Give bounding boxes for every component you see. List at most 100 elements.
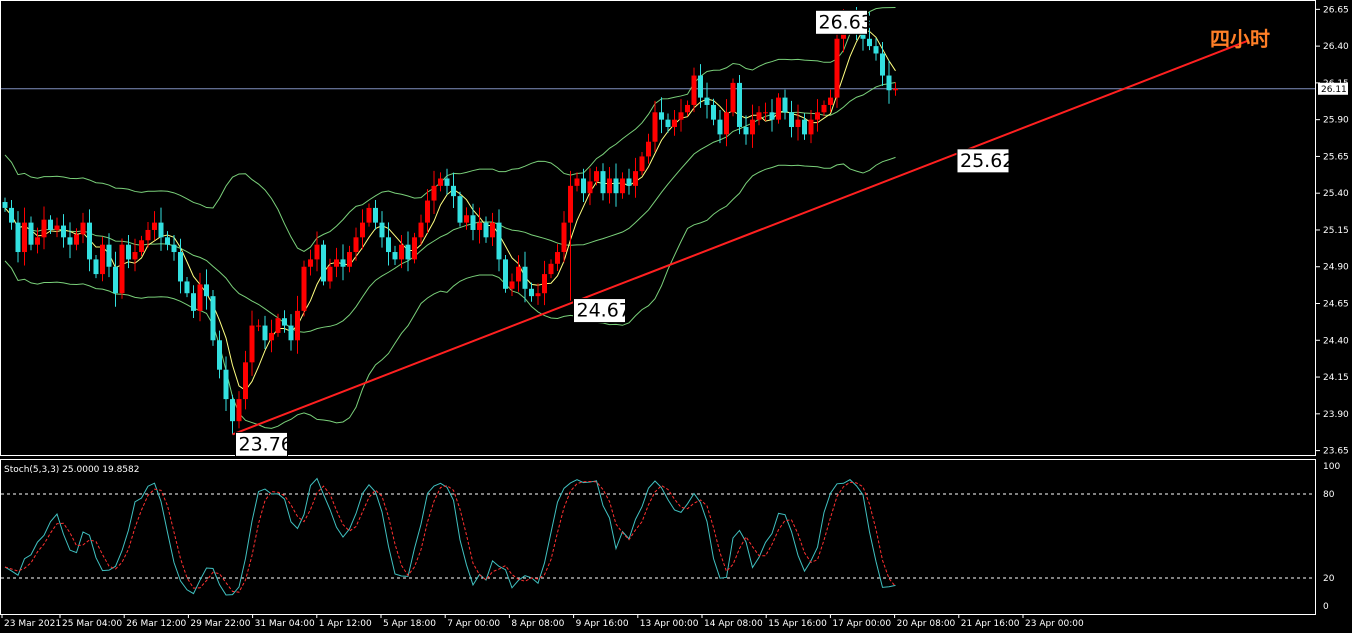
candle-body	[405, 244, 411, 260]
candle-body	[574, 178, 580, 186]
time-tick-label: 13 Apr 00:00	[640, 619, 699, 629]
candle-body	[633, 171, 638, 186]
price-tick-label: 25.15	[1323, 226, 1349, 236]
candle-body	[314, 244, 320, 260]
ma-line	[4, 29, 896, 391]
price-tick-label: 25.40	[1323, 189, 1349, 199]
candle-body	[360, 222, 365, 238]
candle-body	[802, 119, 807, 135]
candle-body	[750, 119, 755, 135]
candle-body	[197, 284, 203, 311]
time-tick-label: 14 Apr 08:00	[704, 619, 763, 629]
candle-body	[607, 178, 612, 194]
time-tick-label: 25 Mar 04:00	[62, 619, 122, 629]
candle-body	[132, 252, 138, 260]
candle-body	[451, 185, 456, 197]
stochastic-oscillator: 100 80 20 0	[1, 462, 1340, 612]
candle-body	[776, 97, 781, 120]
stoch-signal-line	[4, 480, 896, 593]
candle-body	[178, 252, 183, 282]
price-tick-label: 23.65	[1323, 447, 1349, 457]
candle-body	[126, 244, 131, 260]
time-tick-label: 15 Apr 16:00	[768, 619, 827, 629]
candle-body	[620, 178, 625, 194]
candle-body	[399, 244, 404, 260]
candle-body	[457, 196, 463, 223]
stoch-tick-label: 20	[1323, 574, 1335, 584]
support-trendline	[232, 40, 1248, 436]
period-label: 四小时	[1210, 27, 1270, 51]
time-tick-label: 23 Apr 00:00	[1025, 619, 1084, 629]
candle-body	[74, 234, 79, 245]
callout-label: 25.62	[960, 150, 1014, 172]
time-tick-label: 29 Mar 22:00	[190, 619, 250, 629]
candle-body	[412, 237, 417, 260]
current-price-box	[1318, 82, 1348, 95]
candle-body	[503, 259, 508, 289]
candle-body	[48, 219, 53, 230]
bollinger-lower	[4, 156, 896, 429]
time-tick-label: 8 Apr 08:00	[511, 619, 564, 629]
candle-body	[93, 259, 99, 275]
candle-body	[275, 318, 281, 333]
candle-body	[581, 178, 586, 194]
candle-body	[509, 281, 515, 289]
candle-body	[269, 332, 274, 341]
callout-box	[573, 298, 626, 324]
candle-body	[483, 222, 489, 238]
candle-body	[256, 325, 261, 327]
time-tick-label: 5 Apr 18:00	[383, 619, 436, 629]
candle-body	[22, 222, 27, 253]
callout-box	[815, 9, 868, 35]
candle-body	[295, 310, 300, 341]
candle-body	[288, 325, 294, 341]
candle-body	[555, 252, 560, 264]
candle-body	[756, 112, 762, 120]
candle-body	[516, 266, 521, 282]
candle-body	[243, 362, 248, 400]
candle-body	[652, 112, 658, 142]
candle-body	[815, 112, 820, 120]
price-callout: 25.62	[956, 148, 1014, 174]
price-panel-frame	[0, 0, 1316, 456]
candle-body	[529, 288, 534, 297]
candle-body	[217, 340, 222, 370]
price-callout: 24.67	[573, 298, 631, 324]
price-callout: 26.63	[815, 9, 873, 35]
candle-body	[171, 244, 177, 253]
candle-body	[204, 284, 209, 297]
stoch-panel-frame	[0, 459, 1316, 615]
time-tick-label: 9 Apr 16:00	[576, 619, 629, 629]
candle-body	[672, 119, 677, 128]
candle-body	[704, 97, 710, 105]
price-tick-label: 24.15	[1323, 373, 1349, 383]
candle-body	[308, 259, 313, 267]
candle-body	[119, 244, 125, 294]
candle-body	[795, 119, 801, 128]
price-tick-label: 25.65	[1323, 152, 1349, 162]
candle-body	[659, 112, 664, 120]
stoch-indicator-label: Stoch(5,3,3) 25.0000 19.8582	[4, 465, 139, 475]
callout-label: 24.67	[577, 300, 631, 322]
candle-body	[113, 266, 118, 294]
candle-body	[587, 181, 593, 194]
candle-body	[165, 237, 170, 245]
candle-body	[41, 219, 47, 238]
candle-body	[665, 119, 671, 128]
candle-body	[9, 207, 14, 223]
candle-body	[184, 281, 190, 294]
candle-body	[600, 171, 606, 194]
candle-body	[522, 266, 528, 289]
current-price-label: 26.11	[1321, 85, 1347, 95]
candle-body	[327, 266, 333, 282]
candle-body	[646, 141, 651, 157]
price-callout: 23.76	[235, 431, 293, 457]
time-tick-label: 1 Apr 12:00	[319, 619, 372, 629]
candle-body	[880, 53, 885, 76]
candle-body	[594, 171, 599, 182]
candle-body	[282, 318, 287, 326]
candle-body	[392, 252, 398, 260]
candle-body	[464, 215, 469, 223]
candle-body	[139, 240, 144, 253]
